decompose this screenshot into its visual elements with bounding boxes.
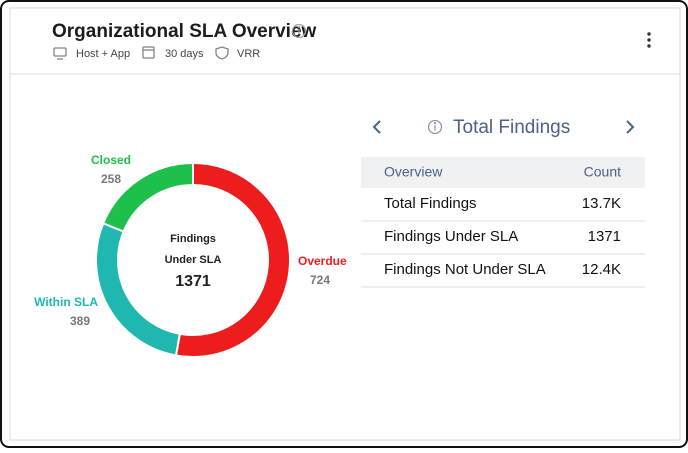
slice-label: Closed [91,153,131,167]
filter-icons [53,46,229,60]
filter[interactable]: Host + App [76,48,130,60]
row-label: Total Findings [384,195,477,212]
prev-button[interactable] [372,120,381,134]
table-header [361,157,645,188]
row-label: Findings Under SLA [384,228,518,245]
panel-title: Total Findings [453,117,570,138]
menu-button[interactable] [647,32,651,48]
slice-label: Within SLA [34,295,98,309]
row-count: 1371 [588,228,621,245]
slice-value: 258 [101,172,121,186]
center-value: 1371 [175,273,211,290]
info-icon [291,23,307,39]
center-label: Findings [170,233,216,245]
column-header: Overview [384,164,443,180]
info-icon [427,119,443,135]
donut-slice [174,161,291,358]
column-header: Count [584,164,621,180]
filter[interactable]: 30 days [165,48,204,60]
filter[interactable]: VRR [237,48,260,60]
row-count: 12.4K [582,261,621,278]
row-count: 13.7K [582,195,621,212]
next-button[interactable] [626,120,635,134]
title: Organizational SLA Overview [52,21,317,42]
slice-value: 724 [310,273,330,287]
center-label: Under SLA [165,254,222,266]
slice-value: 389 [70,314,90,328]
slice-label: Overdue [298,254,347,268]
row-label: Findings Not Under SLA [384,261,546,278]
donut-slice [101,161,194,233]
